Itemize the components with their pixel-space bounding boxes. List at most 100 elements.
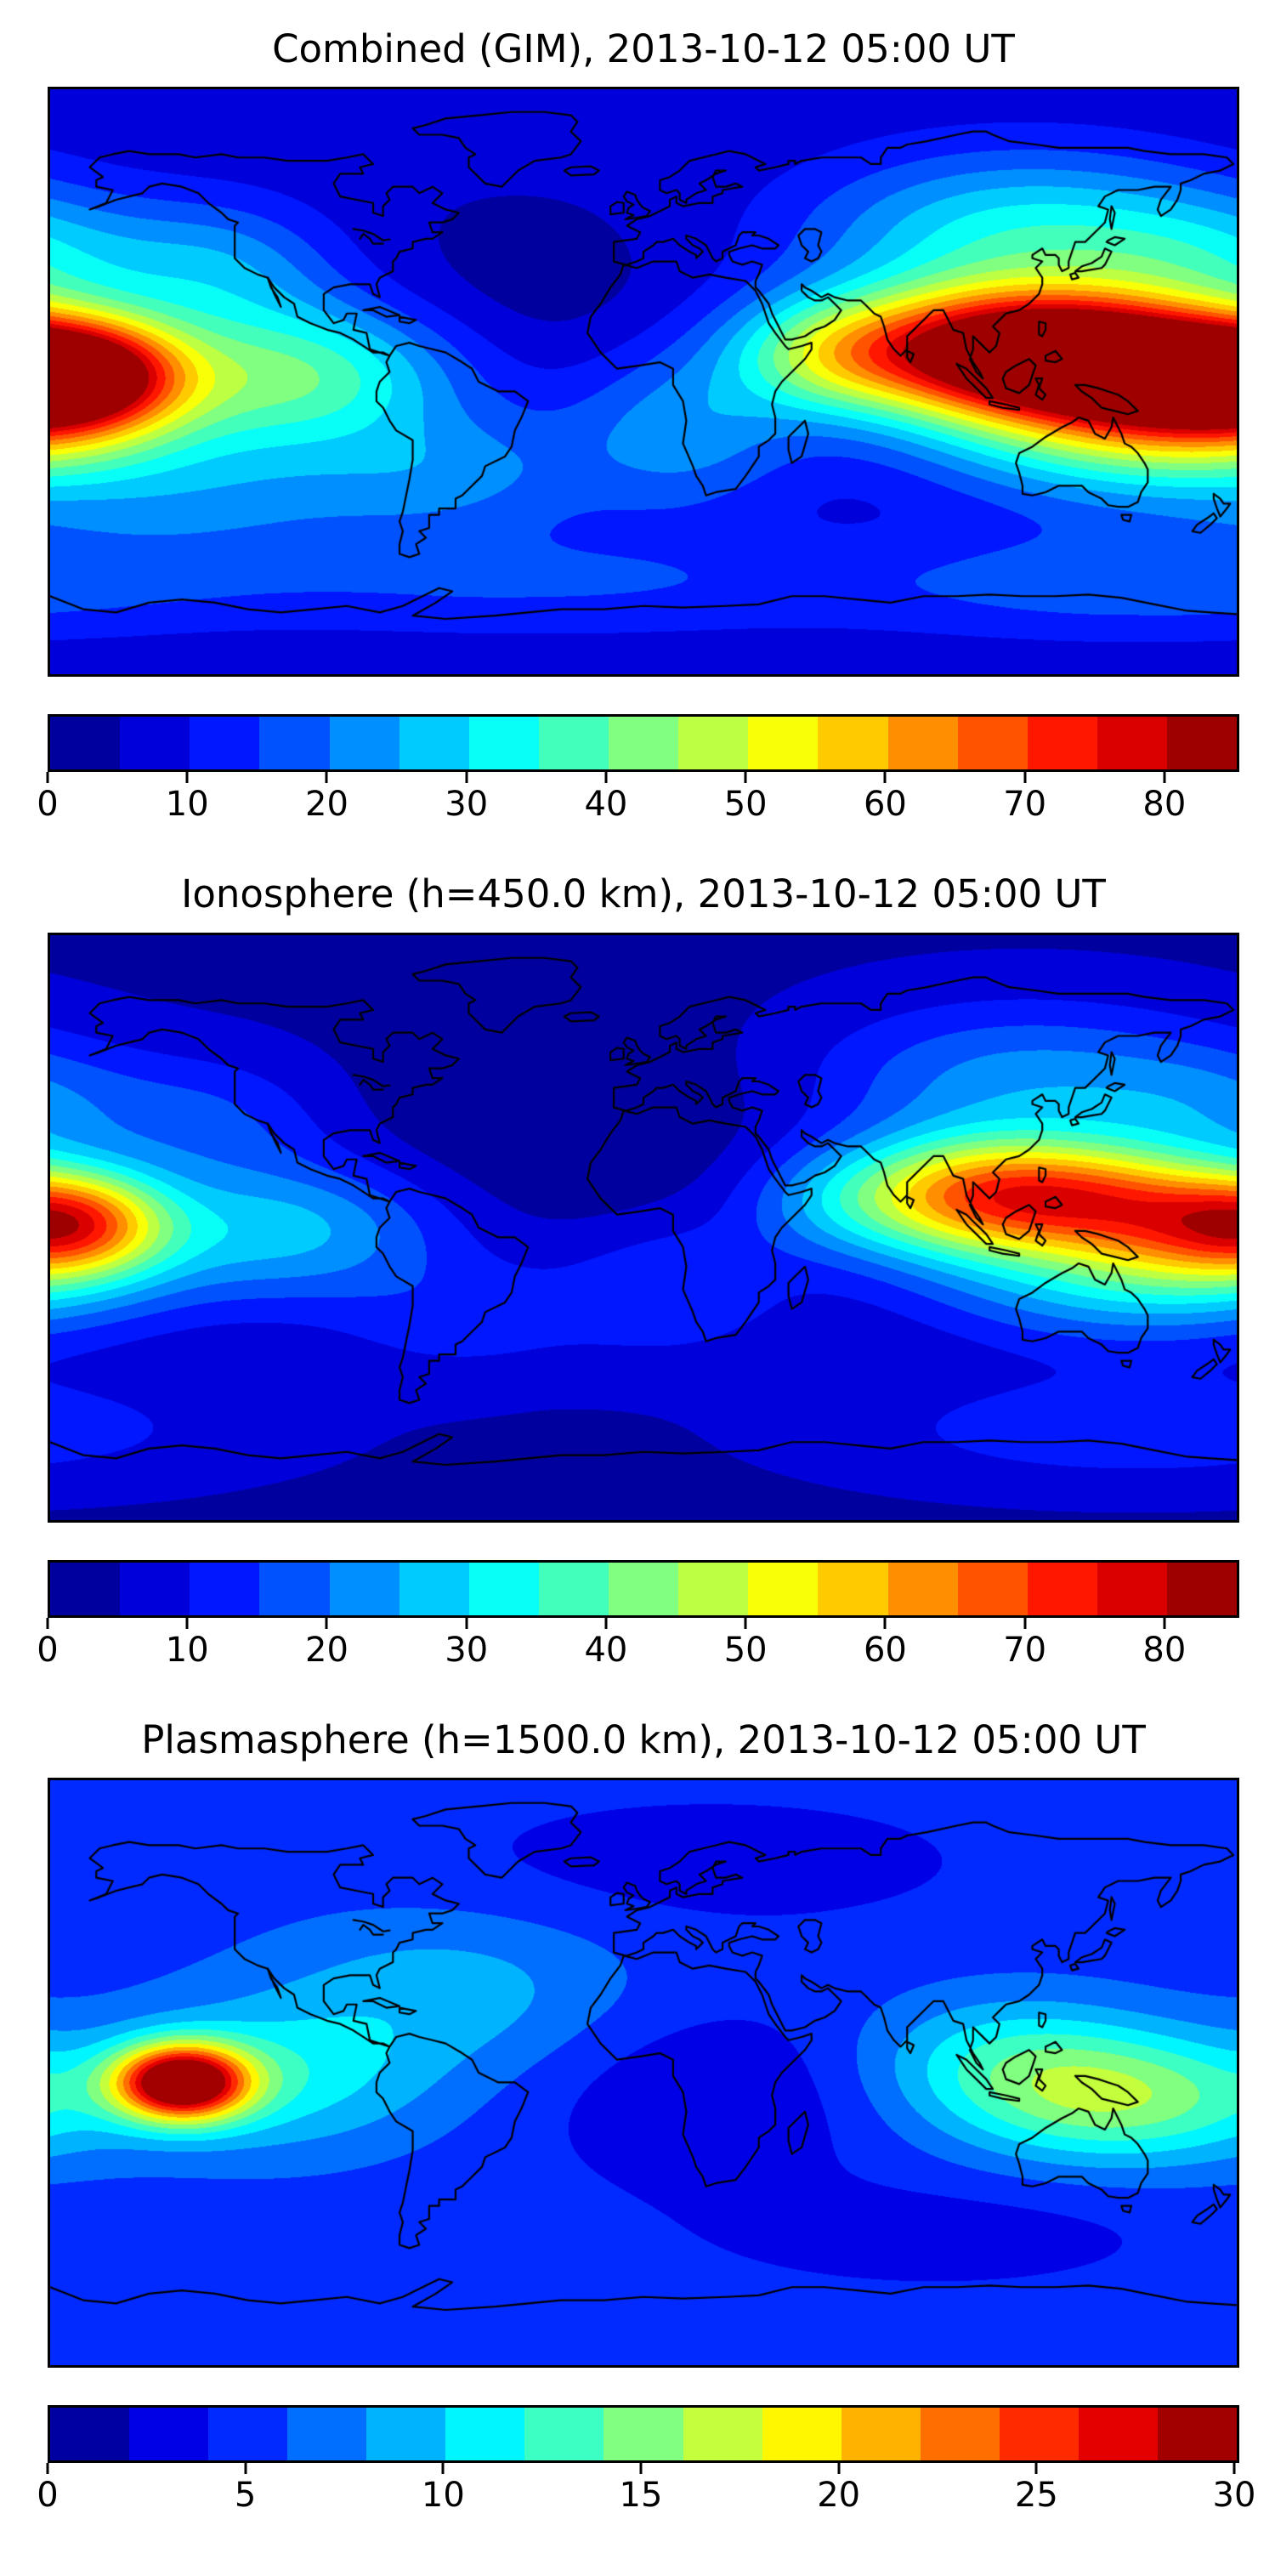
panel-ionosphere: Ionosphere (h=450.0 km), 2013-10-12 05:0… bbox=[0, 871, 1275, 1690]
colorbar-tick-label: 40 bbox=[584, 785, 628, 825]
colorbar-tick bbox=[185, 1617, 189, 1629]
colorbar-segment bbox=[129, 2407, 209, 2460]
colorbar-segment bbox=[287, 2407, 367, 2460]
colorbar-segment bbox=[920, 2407, 1000, 2460]
colorbar-tick-label: 50 bbox=[723, 1630, 768, 1670]
colorbar-segment bbox=[50, 717, 121, 770]
colorbar-segment bbox=[887, 717, 958, 770]
colorbar-tick-label: 50 bbox=[723, 785, 768, 825]
colorbar-tick bbox=[46, 1617, 49, 1629]
colorbar-segment bbox=[399, 1562, 469, 1615]
colorbar-tick-label: 10 bbox=[421, 2475, 465, 2515]
colorbar-segment bbox=[841, 2407, 921, 2460]
colorbar-tick bbox=[1163, 772, 1166, 784]
colorbar-ticks: 0 5 10 15 20 25 30 bbox=[37, 2462, 1255, 2536]
world-map-canvas bbox=[50, 934, 1237, 1520]
colorbar-segment bbox=[538, 1562, 609, 1615]
colorbar-tick-label: 0 bbox=[37, 1630, 59, 1670]
colorbar-tick-label: 25 bbox=[1014, 2475, 1058, 2515]
colorbar-segment bbox=[329, 717, 400, 770]
colorbar-segment bbox=[329, 1562, 400, 1615]
colorbar-tick-label: 60 bbox=[863, 1630, 907, 1670]
colorbar-tick bbox=[185, 772, 189, 784]
colorbar-tick-label: 80 bbox=[1142, 1630, 1187, 1670]
colorbar-tick-label: 20 bbox=[305, 1630, 348, 1670]
colorbar-ticks: 0 10 20 30 40 50 60 70 80 bbox=[37, 1617, 1234, 1691]
colorbar-segment bbox=[678, 717, 749, 770]
colorbar-tick-label: 20 bbox=[817, 2475, 861, 2515]
colorbar-tick-label: 70 bbox=[1003, 1630, 1047, 1670]
colorbar-tick bbox=[1023, 772, 1027, 784]
colorbar-segment bbox=[259, 717, 330, 770]
colorbar-segment bbox=[609, 1562, 679, 1615]
colorbar-segment bbox=[1078, 2407, 1158, 2460]
colorbar-segment bbox=[190, 717, 260, 770]
colorbar-segment bbox=[609, 717, 679, 770]
panel-plasmasphere: Plasmasphere (h=1500.0 km), 2013-10-12 0… bbox=[0, 1716, 1275, 2536]
colorbar-segment bbox=[678, 1562, 749, 1615]
colorbar-segment bbox=[50, 2407, 130, 2460]
world-map-frame bbox=[48, 1777, 1239, 2368]
colorbar-tick-label: 0 bbox=[37, 2475, 59, 2515]
colorbar-tick bbox=[744, 772, 747, 784]
colorbar-tick bbox=[325, 772, 328, 784]
colorbar-segment bbox=[468, 1562, 539, 1615]
colorbar-segment bbox=[190, 1562, 260, 1615]
world-map-frame bbox=[48, 87, 1239, 678]
colorbar-segment bbox=[468, 717, 539, 770]
colorbar-tick-label: 0 bbox=[37, 785, 59, 825]
panel-title: Ionosphere (h=450.0 km), 2013-10-12 05:0… bbox=[181, 871, 1106, 917]
colorbar-segment bbox=[259, 1562, 330, 1615]
colorbar bbox=[48, 2404, 1239, 2463]
colorbar-tick-label: 60 bbox=[863, 785, 907, 825]
colorbar-tick-label: 20 bbox=[305, 785, 348, 825]
colorbar-tick bbox=[883, 1617, 887, 1629]
colorbar-segment bbox=[524, 2407, 604, 2460]
colorbar-tick-label: 80 bbox=[1142, 785, 1187, 825]
colorbar-segment bbox=[208, 2407, 288, 2460]
colorbar-tick bbox=[837, 2462, 841, 2474]
colorbar-tick bbox=[46, 2462, 49, 2474]
panel-title: Combined (GIM), 2013-10-12 05:00 UT bbox=[272, 26, 1015, 71]
colorbar-segment bbox=[957, 717, 1028, 770]
colorbar-tick bbox=[1034, 2462, 1038, 2474]
colorbar-tick-label: 15 bbox=[619, 2475, 663, 2515]
colorbar-tick-label: 10 bbox=[165, 1630, 209, 1670]
colorbar-tick bbox=[744, 1617, 747, 1629]
colorbar-tick bbox=[325, 1617, 328, 1629]
colorbar-tick-label: 5 bbox=[234, 2475, 257, 2515]
colorbar-tick-label: 30 bbox=[445, 785, 489, 825]
colorbar-segment bbox=[120, 717, 190, 770]
colorbar-segment bbox=[818, 1562, 888, 1615]
colorbar-segment bbox=[957, 1562, 1028, 1615]
colorbar-tick bbox=[465, 1617, 468, 1629]
colorbar-tick-label: 10 bbox=[165, 785, 209, 825]
colorbar-tick bbox=[1023, 1617, 1027, 1629]
colorbar-segment bbox=[1167, 717, 1238, 770]
colorbar-segment bbox=[683, 2407, 762, 2460]
colorbar-tick bbox=[604, 772, 608, 784]
colorbar-tick bbox=[244, 2462, 247, 2474]
colorbar-segment bbox=[999, 2407, 1079, 2460]
colorbar-tick bbox=[46, 772, 49, 784]
colorbar-tick bbox=[441, 2462, 445, 2474]
world-map-canvas bbox=[50, 89, 1237, 675]
colorbar-tick bbox=[465, 772, 468, 784]
colorbar bbox=[48, 714, 1239, 773]
colorbar-segment bbox=[538, 717, 609, 770]
colorbar-segment bbox=[50, 1562, 121, 1615]
colorbar-tick bbox=[604, 1617, 608, 1629]
world-map-canvas bbox=[50, 1779, 1237, 2365]
colorbar-segment bbox=[120, 1562, 190, 1615]
colorbar-tick bbox=[1232, 2462, 1236, 2474]
colorbar-segment bbox=[1027, 717, 1097, 770]
colorbar-segment bbox=[887, 1562, 958, 1615]
colorbar-segment bbox=[445, 2407, 525, 2460]
colorbar-segment bbox=[399, 717, 469, 770]
colorbar-ticks: 0 10 20 30 40 50 60 70 80 bbox=[37, 772, 1234, 845]
colorbar-tick-label: 30 bbox=[445, 1630, 489, 1670]
colorbar-segment bbox=[1027, 1562, 1097, 1615]
colorbar-segment bbox=[762, 2407, 842, 2460]
colorbar-segment bbox=[748, 1562, 819, 1615]
colorbar-segment bbox=[1096, 1562, 1167, 1615]
